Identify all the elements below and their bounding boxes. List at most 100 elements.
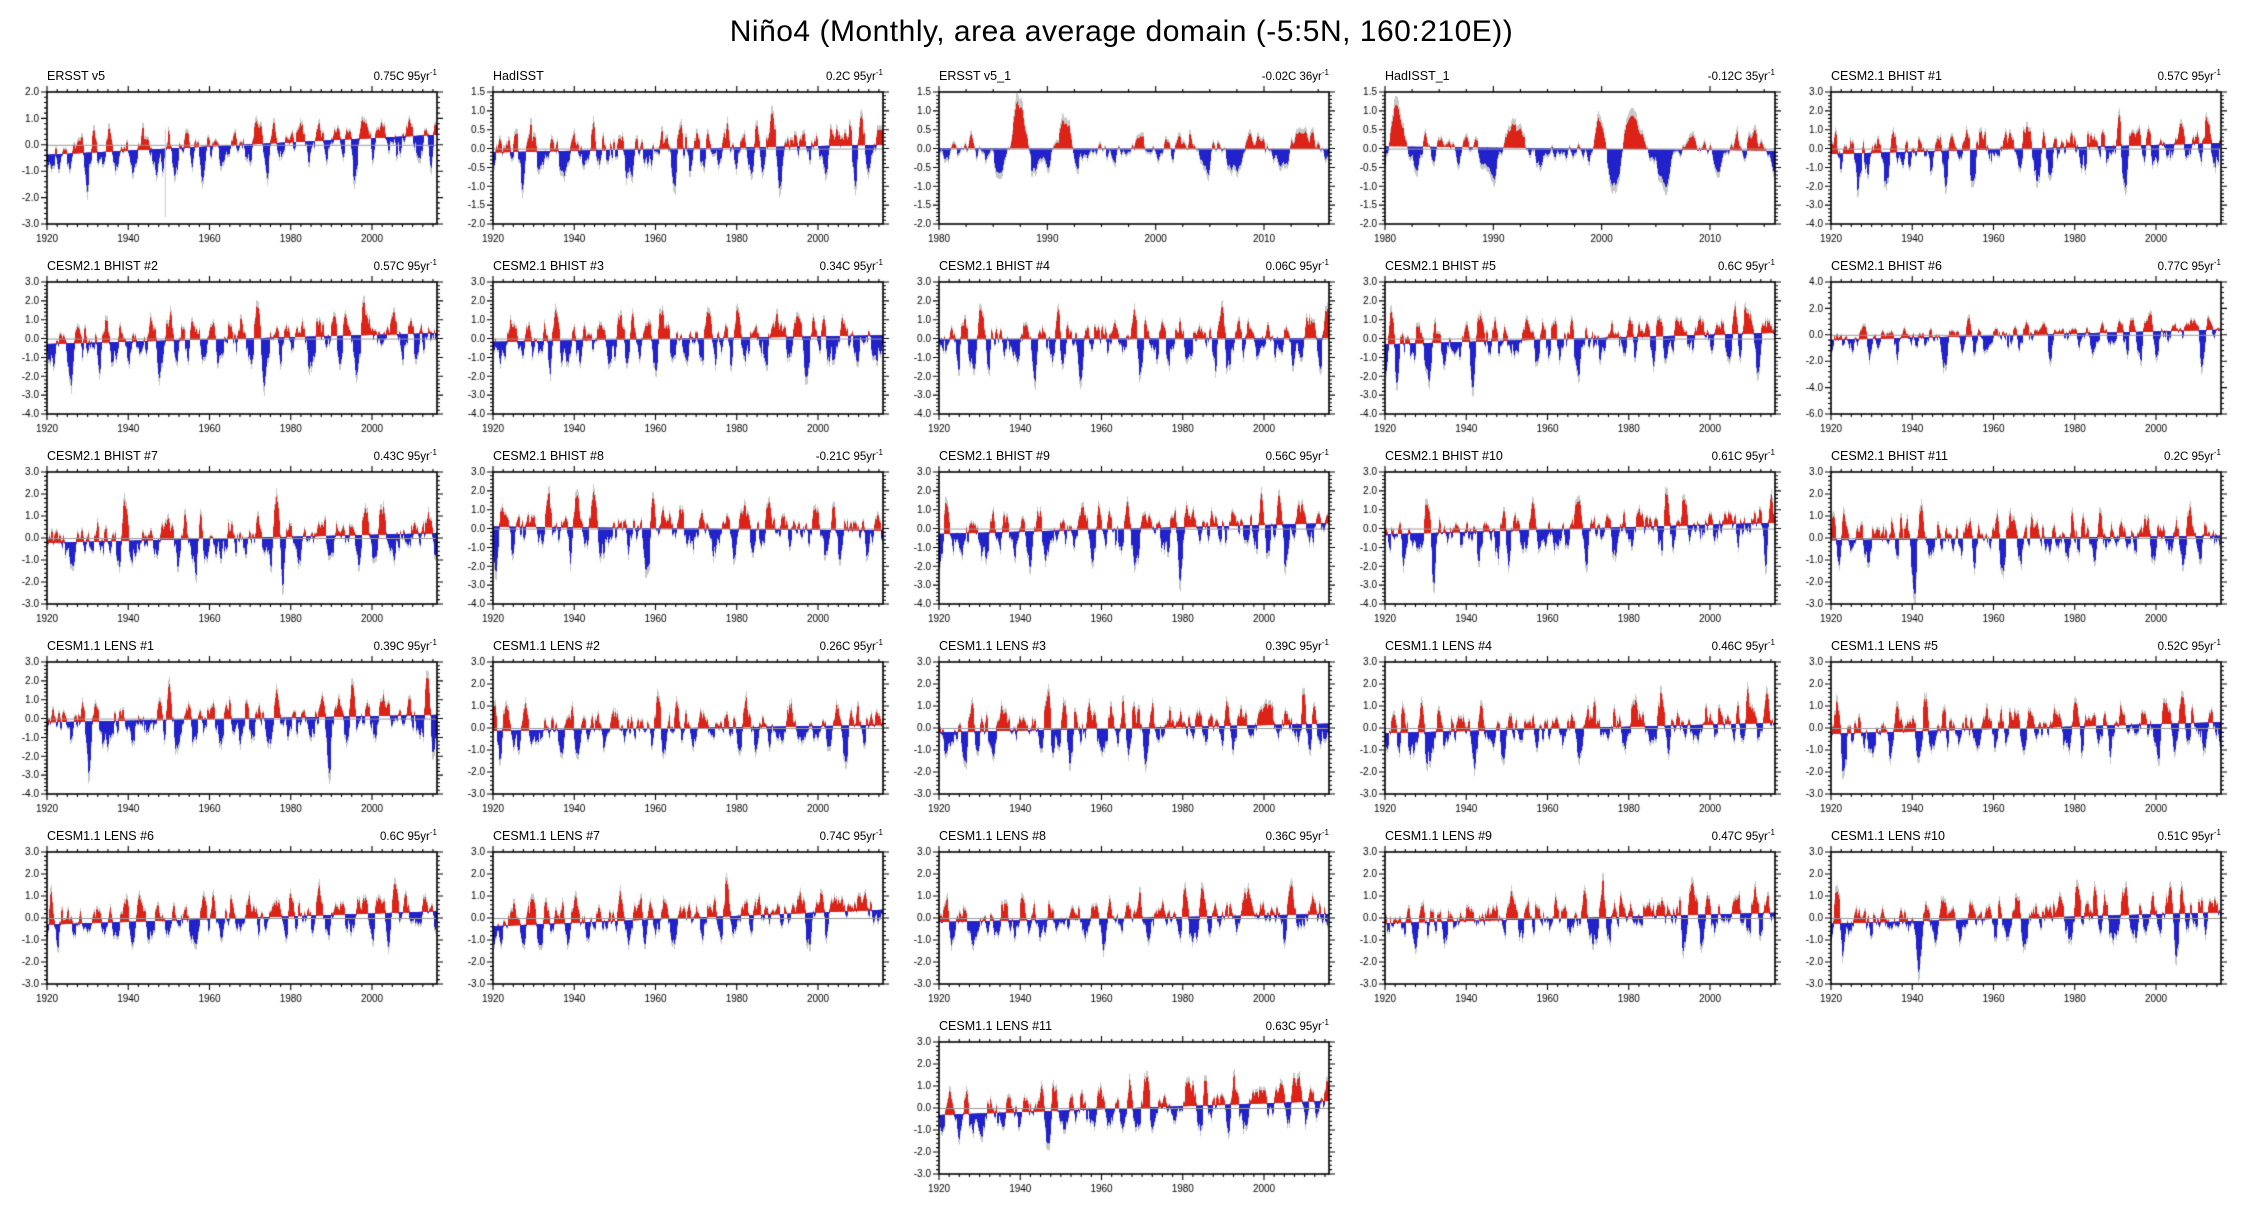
panel-title: CESM1.1 LENS #9 (1385, 828, 1492, 843)
panel-grid: ERSST v5 0.75C 95yr-1 HadISST 0.2C 95yr-… (0, 64, 2243, 1203)
panel-title: HadISST (493, 68, 544, 83)
panel-header: CESM1.1 LENS #2 0.26C 95yr-1 (493, 638, 883, 654)
anomaly-plot-canvas (903, 464, 1339, 632)
anomaly-plot-canvas (457, 274, 893, 442)
panel: CESM1.1 LENS #1 0.39C 95yr-1 (11, 638, 447, 823)
anomaly-plot-canvas (11, 464, 447, 632)
anomaly-plot-canvas (457, 844, 893, 1012)
anomaly-plot-canvas (1795, 84, 2231, 252)
panel: CESM1.1 LENS #9 0.47C 95yr-1 (1349, 828, 1785, 1013)
anomaly-plot-canvas (903, 84, 1339, 252)
anomaly-plot-canvas (903, 654, 1339, 822)
panel-header: ERSST v5 0.75C 95yr-1 (47, 68, 437, 84)
panel: HadISST_1 -0.12C 35yr-1 (1349, 68, 1785, 253)
panel-trend-label: 0.51C 95yr-1 (2157, 828, 2221, 843)
panel-trend-label: 0.47C 95yr-1 (1711, 828, 1775, 843)
panel: CESM2.1 BHIST #10 0.61C 95yr-1 (1349, 448, 1785, 633)
panel-header: CESM2.1 BHIST #11 0.2C 95yr-1 (1831, 448, 2221, 464)
panel-header: CESM2.1 BHIST #3 0.34C 95yr-1 (493, 258, 883, 274)
panel-trend-label: 0.57C 95yr-1 (2157, 68, 2221, 83)
panel-title: CESM1.1 LENS #4 (1385, 638, 1492, 653)
panel-header: CESM1.1 LENS #8 0.36C 95yr-1 (939, 828, 1329, 844)
anomaly-plot-canvas (903, 1034, 1339, 1202)
panel-title: CESM2.1 BHIST #9 (939, 448, 1050, 463)
panel-trend-label: -0.02C 36yr-1 (1261, 68, 1329, 83)
panel: CESM1.1 LENS #6 0.6C 95yr-1 (11, 828, 447, 1013)
panel: CESM1.1 LENS #3 0.39C 95yr-1 (903, 638, 1339, 823)
panel-header: CESM2.1 BHIST #1 0.57C 95yr-1 (1831, 68, 2221, 84)
panel-title: CESM1.1 LENS #6 (47, 828, 154, 843)
panel-header: CESM2.1 BHIST #9 0.56C 95yr-1 (939, 448, 1329, 464)
panel: CESM1.1 LENS #5 0.52C 95yr-1 (1795, 638, 2231, 823)
panel-trend-label: 0.74C 95yr-1 (819, 828, 883, 843)
panel-title: CESM1.1 LENS #8 (939, 828, 1046, 843)
panel-trend-label: 0.36C 95yr-1 (1265, 828, 1329, 843)
panel-title: CESM1.1 LENS #3 (939, 638, 1046, 653)
panel-trend-label: 0.6C 95yr-1 (380, 828, 437, 843)
panel-trend-label: 0.57C 95yr-1 (373, 258, 437, 273)
figure-title: Niño4 (Monthly, area average domain (-5:… (729, 15, 1514, 48)
anomaly-plot-canvas (11, 844, 447, 1012)
panel-title: CESM2.1 BHIST #2 (47, 258, 158, 273)
panel-trend-label: -0.12C 35yr-1 (1707, 68, 1775, 83)
anomaly-plot-canvas (1349, 84, 1785, 252)
panel-title: CESM2.1 BHIST #10 (1385, 448, 1503, 463)
panel-header: CESM1.1 LENS #9 0.47C 95yr-1 (1385, 828, 1775, 844)
panel-trend-label: 0.39C 95yr-1 (1265, 638, 1329, 653)
panel-trend-label: 0.39C 95yr-1 (373, 638, 437, 653)
panel: HadISST 0.2C 95yr-1 (457, 68, 893, 253)
panel: CESM2.1 BHIST #4 0.06C 95yr-1 (903, 258, 1339, 443)
anomaly-plot-canvas (903, 844, 1339, 1012)
panel-title: CESM2.1 BHIST #4 (939, 258, 1050, 273)
panel: CESM1.1 LENS #11 0.63C 95yr-1 (903, 1018, 1339, 1203)
panel-header: CESM1.1 LENS #5 0.52C 95yr-1 (1831, 638, 2221, 654)
panel-trend-label: 0.26C 95yr-1 (819, 638, 883, 653)
panel-title: CESM2.1 BHIST #5 (1385, 258, 1496, 273)
panel: CESM1.1 LENS #7 0.74C 95yr-1 (457, 828, 893, 1013)
anomaly-plot-canvas (11, 84, 447, 252)
anomaly-plot-canvas (1795, 844, 2231, 1012)
panel-header: CESM1.1 LENS #11 0.63C 95yr-1 (939, 1018, 1329, 1034)
panel-title: CESM2.1 BHIST #6 (1831, 258, 1942, 273)
anomaly-plot-canvas (1795, 654, 2231, 822)
panel-header: CESM1.1 LENS #3 0.39C 95yr-1 (939, 638, 1329, 654)
panel: CESM2.1 BHIST #6 0.77C 95yr-1 (1795, 258, 2231, 443)
panel-header: CESM2.1 BHIST #2 0.57C 95yr-1 (47, 258, 437, 274)
panel: CESM2.1 BHIST #3 0.34C 95yr-1 (457, 258, 893, 443)
anomaly-plot-canvas (1795, 464, 2231, 632)
anomaly-plot-canvas (1349, 464, 1785, 632)
panel-title: CESM2.1 BHIST #7 (47, 448, 158, 463)
anomaly-plot-canvas (1349, 274, 1785, 442)
panel: CESM2.1 BHIST #1 0.57C 95yr-1 (1795, 68, 2231, 253)
panel: CESM1.1 LENS #10 0.51C 95yr-1 (1795, 828, 2231, 1013)
anomaly-plot-canvas (1349, 654, 1785, 822)
panel-header: CESM2.1 BHIST #4 0.06C 95yr-1 (939, 258, 1329, 274)
panel: ERSST v5_1 -0.02C 36yr-1 (903, 68, 1339, 253)
panel-title: HadISST_1 (1385, 68, 1450, 83)
panel: CESM2.1 BHIST #9 0.56C 95yr-1 (903, 448, 1339, 633)
panel-header: CESM2.1 BHIST #10 0.61C 95yr-1 (1385, 448, 1775, 464)
panel-trend-label: 0.52C 95yr-1 (2157, 638, 2221, 653)
panel-header: CESM1.1 LENS #4 0.46C 95yr-1 (1385, 638, 1775, 654)
anomaly-plot-canvas (11, 654, 447, 822)
panel-header: HadISST 0.2C 95yr-1 (493, 68, 883, 84)
anomaly-plot-canvas (457, 654, 893, 822)
anomaly-plot-canvas (11, 274, 447, 442)
panel: CESM2.1 BHIST #5 0.6C 95yr-1 (1349, 258, 1785, 443)
panel-title: CESM1.1 LENS #11 (939, 1018, 1053, 1033)
panel-trend-label: 0.06C 95yr-1 (1265, 258, 1329, 273)
panel-header: CESM1.1 LENS #7 0.74C 95yr-1 (493, 828, 883, 844)
panel-trend-label: 0.34C 95yr-1 (819, 258, 883, 273)
panel-trend-label: 0.63C 95yr-1 (1265, 1018, 1329, 1033)
panel-title: CESM1.1 LENS #1 (47, 638, 154, 653)
panel: CESM1.1 LENS #4 0.46C 95yr-1 (1349, 638, 1785, 823)
panel-title: ERSST v5_1 (939, 68, 1012, 83)
panel-title: CESM1.1 LENS #5 (1831, 638, 1938, 653)
panel-title: CESM2.1 BHIST #11 (1831, 448, 1948, 463)
panel-title: CESM2.1 BHIST #3 (493, 258, 604, 273)
panel-trend-label: 0.75C 95yr-1 (373, 68, 437, 83)
panel-title: CESM1.1 LENS #10 (1831, 828, 1945, 843)
panel-trend-label: 0.2C 95yr-1 (826, 68, 883, 83)
panel-header: CESM2.1 BHIST #6 0.77C 95yr-1 (1831, 258, 2221, 274)
